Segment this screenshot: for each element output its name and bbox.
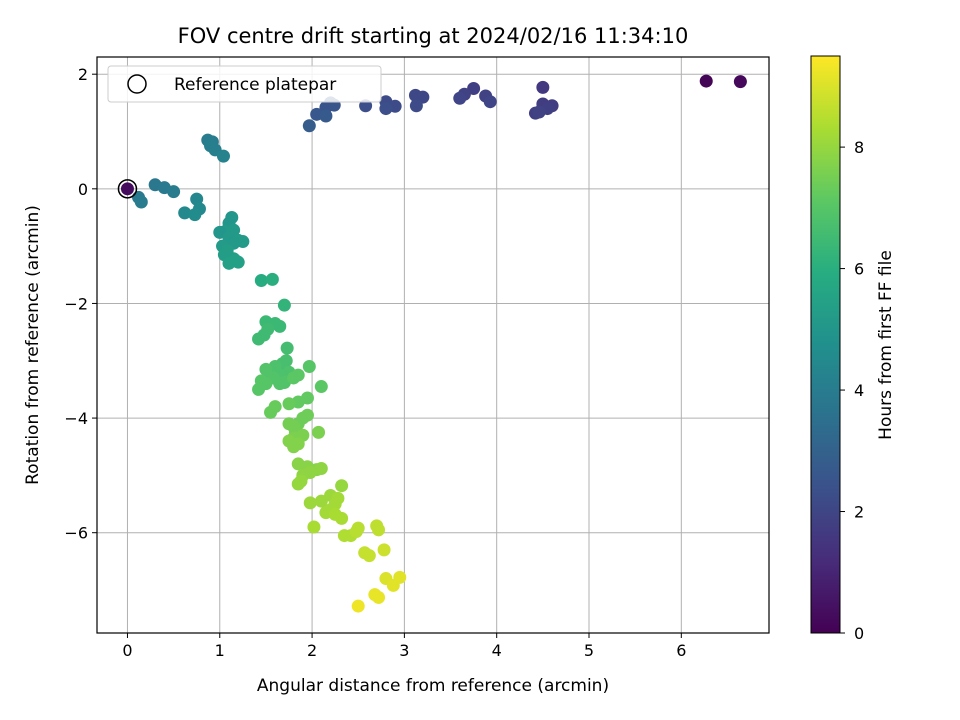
y-tick-label: 0 <box>78 180 88 199</box>
data-point <box>302 359 316 373</box>
data-point <box>302 119 316 133</box>
y-axis-ticks: −6 −4 −2 0 2 <box>64 65 97 543</box>
y-tick-label: 2 <box>78 65 88 84</box>
x-axis-ticks: 0 1 2 3 4 5 6 <box>122 633 686 660</box>
data-point <box>699 74 713 88</box>
data-point <box>120 182 134 196</box>
data-point <box>259 362 273 376</box>
data-point <box>314 462 328 476</box>
data-point <box>335 479 349 493</box>
data-point <box>362 549 376 563</box>
chart-title: FOV centre drift starting at 2024/02/16 … <box>178 24 689 48</box>
data-point <box>303 496 317 510</box>
data-point <box>291 368 305 382</box>
data-point <box>259 377 273 391</box>
colorbar-tick-label: 4 <box>854 381 864 400</box>
data-point <box>393 570 407 584</box>
data-point <box>273 377 287 391</box>
data-point <box>483 95 497 109</box>
colorbar-tick-label: 0 <box>854 624 864 643</box>
data-point <box>254 274 268 288</box>
x-tick-label: 4 <box>492 641 502 660</box>
x-tick-label: 1 <box>215 641 225 660</box>
plot-frame <box>96 56 770 634</box>
x-tick-label: 6 <box>676 641 686 660</box>
data-point <box>351 521 365 535</box>
data-point <box>733 75 747 89</box>
legend-entry-reference: Reference platepar <box>174 75 336 95</box>
colorbar-label: Hours from first FF file <box>876 250 896 440</box>
colorbar-tick-label: 8 <box>854 138 864 157</box>
colorbar-tick-label: 2 <box>854 503 864 522</box>
colorbar-ticks: 0 2 4 6 8 <box>840 138 864 643</box>
data-point <box>134 195 148 209</box>
data-point <box>314 494 328 508</box>
data-point <box>277 298 291 312</box>
data-point <box>252 332 266 346</box>
data-point <box>307 520 321 534</box>
data-point <box>264 405 278 419</box>
x-tick-label: 5 <box>584 641 594 660</box>
y-tick-label: −4 <box>64 409 88 428</box>
data-point <box>377 543 391 557</box>
reference-marker-group <box>117 179 138 199</box>
y-tick-label: −6 <box>64 524 88 543</box>
colorbar-tick-label: 6 <box>854 260 864 279</box>
data-point <box>231 255 245 269</box>
data-point <box>190 192 204 206</box>
data-point <box>335 511 349 525</box>
data-point <box>287 440 301 454</box>
data-point <box>319 109 333 123</box>
data-point <box>314 380 328 394</box>
x-tick-label: 3 <box>399 641 409 660</box>
reference-marker <box>117 179 138 199</box>
data-point <box>265 272 279 286</box>
data-points <box>120 74 747 613</box>
data-point <box>188 208 202 222</box>
legend-marker-reference <box>127 74 147 94</box>
data-point <box>282 397 296 411</box>
y-axis-label: Rotation from reference (arcmin) <box>23 205 43 485</box>
data-point <box>178 206 192 220</box>
x-axis-label: Angular distance from reference (arcmin) <box>257 676 609 696</box>
data-point <box>372 523 386 537</box>
data-point <box>312 425 326 439</box>
data-point <box>453 91 467 105</box>
data-point <box>167 185 181 199</box>
data-point <box>372 590 386 604</box>
legend-box <box>107 65 382 103</box>
data-point <box>532 105 546 119</box>
x-tick-label: 2 <box>307 641 317 660</box>
y-tick-label: −2 <box>64 294 88 313</box>
x-tick-label: 0 <box>122 641 132 660</box>
colorbar <box>810 55 841 634</box>
data-point <box>291 477 305 491</box>
data-point <box>216 149 230 163</box>
data-point <box>351 599 365 613</box>
data-point <box>273 319 287 333</box>
plot-area <box>97 57 769 633</box>
data-point <box>280 341 294 355</box>
data-point <box>536 80 550 94</box>
data-point <box>409 99 423 113</box>
legend: Reference platepar <box>107 65 382 103</box>
data-point <box>379 102 393 116</box>
